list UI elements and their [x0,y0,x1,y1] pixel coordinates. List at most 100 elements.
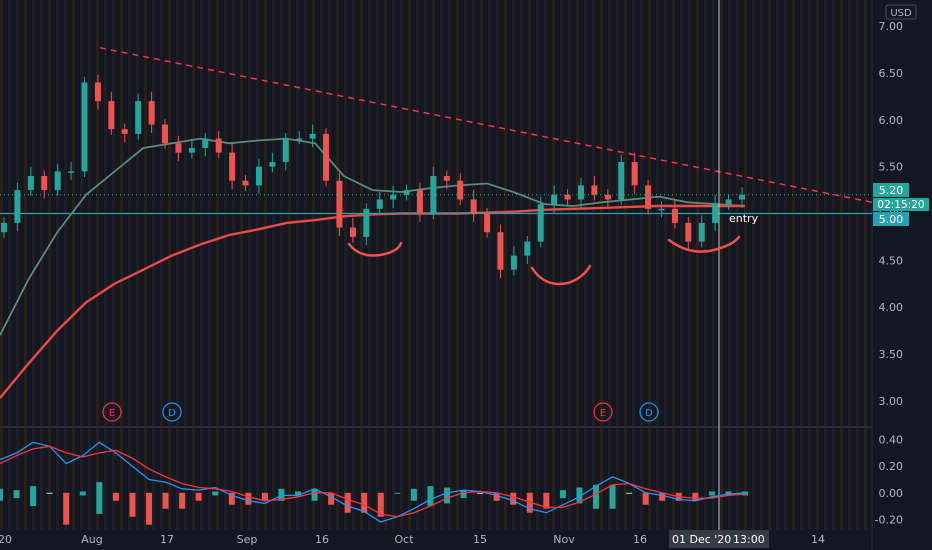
grid-stripe [504,0,507,530]
candle [604,189,611,208]
price-tick-label: 4.50 [879,254,904,267]
event-marker-circle [162,402,182,422]
macd-histogram-bar [493,492,500,501]
candle [94,74,101,110]
grid-stripe [608,0,611,530]
macd-histogram-bar [63,492,70,525]
event-marker-circle [102,402,122,422]
grid-stripe [40,0,43,530]
event-marker-earnings: E [102,402,122,422]
macd-histogram-bar [195,492,202,501]
candle [510,246,517,276]
candle-body [645,185,652,209]
grid-stripe [88,0,91,530]
candle [229,143,236,190]
grid-stripe [360,0,363,530]
candle-body [685,222,692,242]
grid-stripe [344,0,347,530]
candle [551,185,558,213]
svg-text:01 Dec '20: 01 Dec '20 [672,533,731,546]
candle [175,135,182,162]
candle [54,163,61,196]
candle-body [551,194,558,205]
candle [162,118,169,149]
candle-body [376,199,383,209]
macd-histogram-bar [361,492,368,513]
candle-body [739,194,745,200]
grid-stripe [256,0,259,530]
grid-stripe [320,0,323,530]
grid-stripe [536,0,539,530]
macd-histogram-bar [609,484,616,509]
candle-body [631,161,638,186]
macd-histogram-bar [510,492,517,505]
candle [108,91,115,135]
grid-stripe [80,0,83,530]
candle-body [242,180,249,186]
grid-stripe [288,0,291,530]
candle [443,170,450,190]
grid-stripe [352,0,355,530]
candle-body [202,138,209,148]
svg-text:USD: USD [890,8,912,19]
candle-body [416,190,423,214]
grid-stripe [664,0,667,530]
candle-body [255,166,262,186]
grid-stripe [192,0,195,530]
candle-body [712,204,719,223]
candle-body [430,176,437,214]
event-marker-text: D [645,408,653,419]
grid-stripe [648,0,651,530]
grid-stripe [56,0,59,530]
grid-stripe [304,0,307,530]
candle-body [618,161,625,200]
grid-stripe [128,0,131,530]
candle-body [725,199,732,205]
pattern-curves[interactable] [347,235,741,286]
candles [1,74,745,279]
price-tick-label: 3.50 [879,348,904,361]
grid-stripe [568,0,571,530]
candle-body [135,101,142,134]
candle [564,189,571,206]
entry-annotation[interactable]: entry [729,212,759,225]
candle-body [282,138,289,162]
macd-histogram-bar [593,484,599,509]
time-tick-label: Aug [81,533,102,546]
grid-stripe [656,0,659,530]
grid-stripe [424,0,427,530]
candle [685,217,692,251]
time-tick-label: 14 [811,533,825,546]
candle-body [363,208,370,237]
candle [41,170,48,199]
curve-2 [530,264,592,286]
grid-stripe [528,0,531,530]
time-tick-label: 16 [633,533,647,546]
time-tick-label: Oct [394,533,414,546]
grid-stripe [368,0,371,530]
candle-body [188,147,195,153]
macd-histogram-bar [559,490,566,499]
macd-histogram-bar [112,492,119,501]
macd-histogram-bar [13,490,20,499]
grid-stripe [824,0,827,530]
macd-line [0,441,746,523]
candle [215,131,222,159]
candle-body [54,171,61,191]
grid-stripe [800,0,803,530]
grid-stripe [544,0,547,530]
macd-histogram-bar [708,491,715,496]
candle-body [349,227,356,237]
macd-histogram-bar [261,492,268,501]
grid-stripe [680,0,683,530]
price-tick-label: 6.50 [879,67,904,80]
grid-stripe [760,0,763,530]
candle [712,194,719,232]
grid-stripe [8,0,11,530]
grid-stripe [240,0,243,530]
candle [470,190,477,222]
candle-body [658,208,665,211]
